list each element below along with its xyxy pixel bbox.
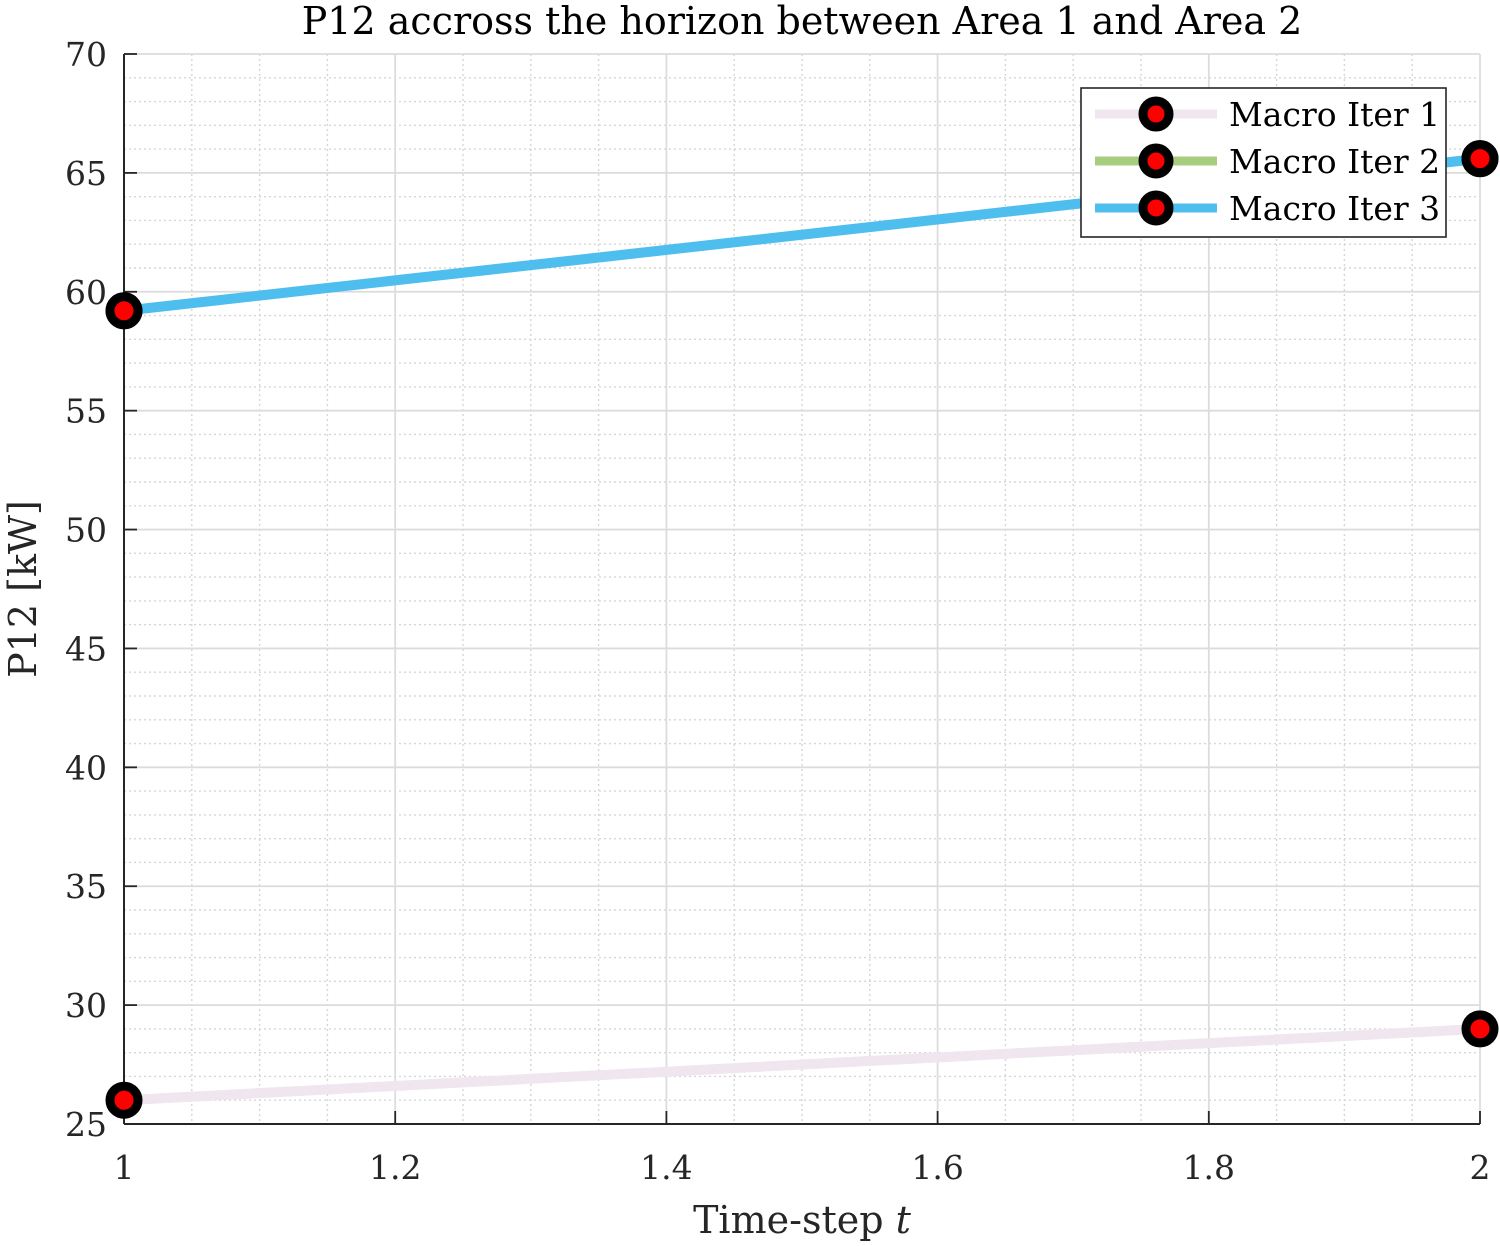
y-tick-label: 35 [65,867,107,906]
x-axis-label-variable: t [896,1198,912,1242]
x-tick-label: 1.6 [911,1148,963,1187]
major-grid [124,53,1481,1124]
data-point-marker [1461,1010,1499,1048]
chart-title: P12 accross the horizon between Area 1 a… [302,0,1303,43]
data-point-marker [105,1081,143,1119]
minor-grid [124,54,1480,1124]
x-axis-label-text: Time-step [693,1198,883,1242]
y-axis-label: P12 [kW] [1,500,45,678]
legend-entry-label: Macro Iter 1 [1229,95,1440,134]
y-tick-label: 30 [65,986,107,1025]
x-tick-label: 1 [114,1148,135,1187]
axes [123,54,1480,1125]
x-tick-label: 1.4 [640,1148,692,1187]
y-tick-label: 40 [65,748,107,787]
x-tick-label: 2 [1470,1148,1491,1187]
data-point-marker [105,292,143,330]
series-markers [105,140,1499,1119]
series-line [123,1023,1481,1106]
legend-items: Macro Iter 1 Macro Iter 2 Macro Iter 3 [1095,95,1440,228]
legend-swatch-marker [1138,190,1174,226]
x-tick-label: 1.8 [1183,1148,1235,1187]
y-tick-label: 45 [65,629,107,668]
legend: Macro Iter 1 Macro Iter 2 Macro Iter 3 [1080,87,1447,238]
y-tick-label: 70 [65,35,107,74]
legend-swatch-marker [1138,96,1174,132]
y-tick-labels: 25 30 35 40 45 50 55 60 65 70 [65,35,107,1144]
legend-entry-label: Macro Iter 3 [1229,189,1440,228]
legend-swatch-marker [1138,143,1174,179]
legend-entry-label: Macro Iter 2 [1229,142,1440,181]
y-tick-label: 60 [65,273,107,312]
y-tick-label: 65 [65,154,107,193]
y-tick-label: 25 [65,1105,107,1144]
y-tick-label: 55 [65,392,107,431]
tick-marks [123,53,1481,1125]
data-point-marker [1461,140,1499,178]
x-tick-label: 1.2 [369,1148,421,1187]
x-axis-label: Time-step t [693,1198,912,1242]
y-tick-label: 50 [65,511,107,550]
x-tick-labels: 1 1.2 1.4 1.6 1.8 2 [114,1148,1491,1187]
